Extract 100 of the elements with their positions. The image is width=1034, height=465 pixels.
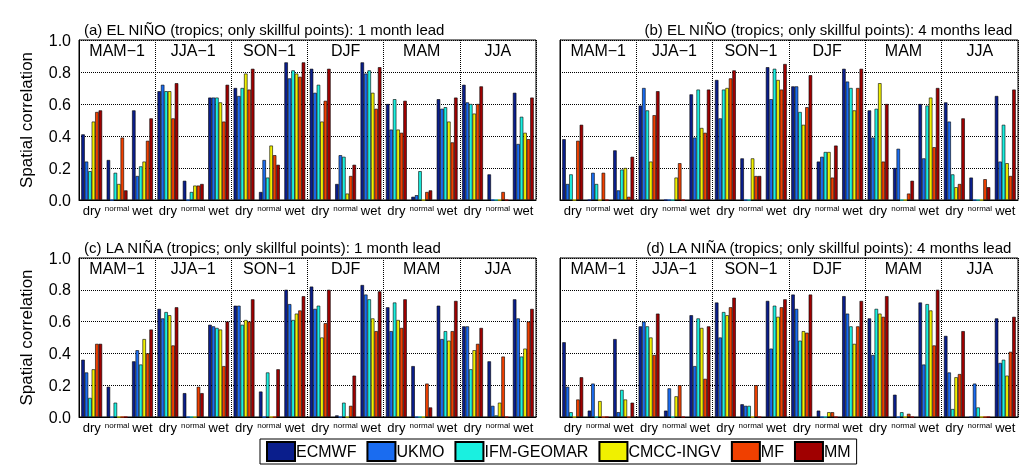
- x-tick-label: dry: [792, 420, 812, 435]
- annotation: JJA: [484, 41, 512, 59]
- annotation: DJF: [812, 259, 843, 277]
- annotation: DJF: [330, 259, 361, 277]
- x-tick-label: wet: [612, 420, 635, 435]
- x-tick-label: dry: [158, 420, 178, 435]
- x-tick-label: normal: [662, 203, 687, 213]
- chart-title: (c) LA NIÑA (tropics; only skillful points): 1 month lead: [84, 239, 441, 256]
- annotation: MAM: [403, 259, 441, 277]
- y-tick-label: 0.4: [48, 127, 72, 145]
- y-tick-label: 0.8: [48, 281, 72, 299]
- x-tick-label: normal: [967, 420, 993, 430]
- legend-label: MF: [760, 443, 785, 460]
- x-tick-label: dry: [792, 203, 812, 218]
- annotation: SON−1: [242, 259, 296, 277]
- x-tick-label: dry: [869, 203, 888, 218]
- annotation: MAM: [884, 259, 923, 277]
- y-tick-label: 0.0: [48, 408, 72, 426]
- x-tick-label: dry: [563, 420, 583, 435]
- x-tick-label: wet: [359, 420, 382, 435]
- legend-label: UKMO: [396, 443, 445, 460]
- annotation: MAM: [884, 41, 923, 59]
- x-tick-label: normal: [738, 420, 764, 430]
- annotation: JJA: [484, 259, 512, 277]
- x-tick-label: wet: [283, 203, 306, 218]
- x-tick-label: wet: [436, 420, 458, 435]
- chart-title: (a) EL NIÑO (tropics; only skillful points): 1 month lead: [84, 21, 445, 38]
- annotation: DJF: [330, 41, 361, 59]
- x-tick-label: normal: [257, 420, 282, 430]
- annotation: JJA−1: [652, 41, 698, 59]
- chart-title: (b) EL NIÑO (tropics; only skillful points): 4 months lead: [644, 21, 1013, 38]
- annotation: SON−1: [724, 259, 778, 277]
- x-tick-label: dry: [463, 203, 483, 218]
- x-tick-label: wet: [131, 203, 153, 218]
- y-tick-label: 0.6: [48, 313, 72, 331]
- x-tick-label: wet: [841, 203, 864, 218]
- x-tick-label: wet: [688, 203, 711, 218]
- x-tick-label: dry: [945, 203, 964, 218]
- x-tick-label: normal: [814, 203, 840, 213]
- y-tick-label: 0.2: [48, 159, 72, 177]
- x-tick-label: normal: [409, 203, 435, 213]
- x-tick-label: normal: [485, 420, 511, 430]
- x-tick-label: normal: [333, 203, 359, 213]
- x-tick-label: dry: [82, 420, 102, 435]
- x-tick-label: wet: [994, 420, 1016, 435]
- x-tick-label: normal: [738, 203, 764, 213]
- x-tick-label: wet: [917, 420, 940, 435]
- annotation: MAM−1: [89, 259, 145, 277]
- annotation: DJF: [812, 41, 843, 59]
- x-tick-label: normal: [333, 420, 359, 430]
- y-tick-label: 0.8: [48, 63, 72, 81]
- x-tick-label: normal: [891, 203, 916, 213]
- x-tick-label: dry: [640, 203, 659, 218]
- x-tick-label: wet: [207, 420, 230, 435]
- x-tick-label: dry: [158, 203, 178, 218]
- x-tick-label: dry: [235, 420, 254, 435]
- y-tick-label: 0.2: [48, 376, 72, 394]
- x-tick-label: dry: [463, 420, 483, 435]
- annotation: MAM−1: [570, 41, 627, 59]
- x-tick-label: normal: [181, 420, 206, 430]
- x-tick-label: wet: [436, 203, 458, 218]
- x-tick-label: wet: [207, 203, 230, 218]
- x-tick-label: normal: [585, 203, 611, 213]
- y-tick-label: 0.4: [48, 344, 72, 362]
- annotation: JJA: [966, 41, 994, 59]
- legend-label: MM: [823, 443, 851, 460]
- x-tick-label: normal: [814, 420, 840, 430]
- x-tick-label: normal: [181, 203, 206, 213]
- x-tick-label: wet: [688, 420, 711, 435]
- chart-title: (d) LA NIÑA (tropics; only skillful points): 4 months lead: [646, 239, 1012, 256]
- y-tick-label: 0.0: [48, 191, 72, 209]
- legend-label: IFM-GEOMAR: [484, 443, 589, 460]
- y-axis-title: Spatial correlation: [17, 51, 36, 189]
- x-tick-label: normal: [585, 420, 611, 430]
- x-tick-label: wet: [512, 203, 534, 218]
- x-tick-label: normal: [257, 203, 282, 213]
- x-tick-label: dry: [311, 203, 330, 218]
- x-tick-label: normal: [104, 203, 130, 213]
- x-tick-label: dry: [82, 203, 102, 218]
- x-tick-label: dry: [311, 420, 330, 435]
- annotation: JJA−1: [170, 259, 216, 277]
- x-tick-label: dry: [387, 420, 406, 435]
- annotation: MAM: [403, 41, 441, 59]
- x-tick-label: dry: [869, 420, 888, 435]
- annotation: SON−1: [724, 41, 778, 59]
- x-tick-label: dry: [235, 203, 254, 218]
- x-tick-label: wet: [359, 203, 382, 218]
- x-tick-label: normal: [967, 203, 993, 213]
- x-tick-label: normal: [104, 420, 130, 430]
- x-tick-label: wet: [917, 203, 940, 218]
- x-tick-label: dry: [387, 203, 406, 218]
- x-tick-label: wet: [841, 420, 864, 435]
- x-tick-label: wet: [765, 203, 787, 218]
- annotation: MAM−1: [89, 41, 145, 59]
- x-tick-label: normal: [891, 420, 916, 430]
- x-tick-label: dry: [716, 203, 735, 218]
- y-tick-label: 1.0: [48, 249, 72, 267]
- annotation: SON−1: [242, 41, 296, 59]
- x-tick-label: dry: [945, 420, 964, 435]
- y-axis-title: Spatial correlation: [17, 269, 36, 406]
